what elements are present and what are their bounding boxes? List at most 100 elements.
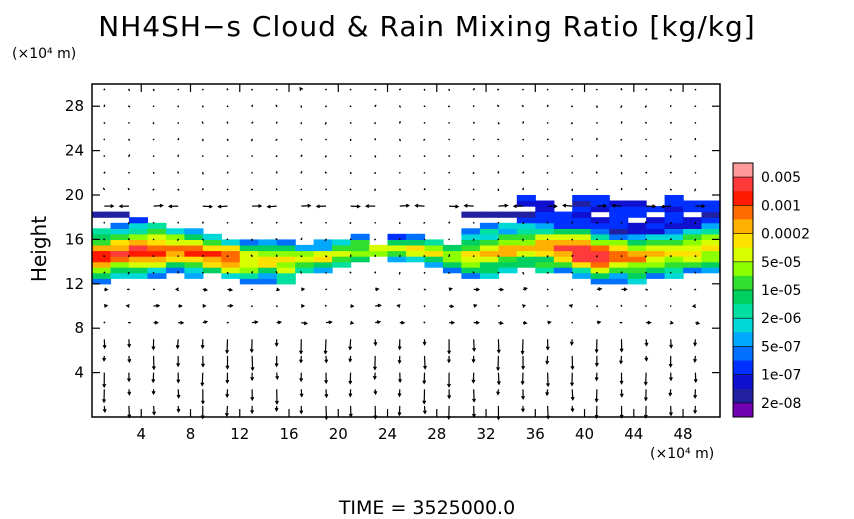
wind-arrow (399, 188, 402, 191)
wind-arrow (669, 171, 672, 174)
wind-arrow-dot (103, 271, 106, 274)
wind-arrow-dot (423, 255, 426, 257)
wind-arrow-shaft (563, 204, 573, 207)
wind-arrow-dot (497, 305, 500, 307)
wind-arrow (177, 105, 179, 108)
wind-arrow (669, 238, 673, 241)
field-cell (535, 228, 555, 235)
wind-arrow-dot (423, 271, 426, 274)
field-cell (184, 267, 204, 274)
wind-arrow (176, 372, 181, 384)
wind-arrow-head (324, 379, 329, 385)
wind-arrow (497, 122, 500, 125)
wind-arrow-dot (645, 155, 647, 157)
wind-arrow (522, 271, 525, 275)
wind-arrow-dot (571, 155, 573, 157)
wind-arrow-shaft (670, 339, 672, 348)
wind-arrow (226, 255, 229, 257)
wind-arrow-dot (472, 238, 475, 241)
wind-arrow-head (152, 411, 156, 416)
wind-arrow-dot (202, 105, 204, 107)
wind-arrow (128, 122, 130, 124)
field-cell (258, 278, 278, 285)
wind-arrow (520, 339, 525, 355)
wind-arrow-head (693, 409, 698, 415)
wind-arrow (694, 188, 697, 192)
wind-arrow-dot (103, 255, 106, 257)
wind-arrow-dot (103, 105, 106, 107)
field-cell (683, 222, 703, 229)
wind-arrow-dot (448, 122, 450, 124)
wind-arrow-dot (275, 188, 278, 191)
wind-arrow (374, 122, 377, 125)
wind-arrow (250, 372, 255, 382)
y-tick-label: 20 (65, 186, 84, 204)
wind-arrow (299, 86, 304, 91)
wind-arrow (694, 105, 697, 107)
wind-arrow (448, 221, 451, 224)
y-tick-label: 28 (65, 97, 84, 115)
field-cell (128, 256, 148, 263)
wind-arrow-dot (128, 188, 130, 191)
field-cell (664, 228, 684, 235)
field-cell (128, 267, 148, 274)
colorbar-swatch (733, 261, 753, 277)
wind-arrow-head (377, 303, 382, 308)
wind-arrow-head (422, 380, 427, 385)
wind-arrow-dot (399, 105, 401, 107)
wind-arrow (275, 171, 278, 174)
wind-arrow-head (619, 380, 624, 385)
wind-arrow (595, 171, 598, 174)
wind-arrow-head (200, 344, 205, 350)
wind-arrow (449, 320, 456, 325)
wind-arrow (225, 372, 230, 384)
wind-arrow (521, 355, 526, 371)
wind-arrow-dot (694, 238, 697, 241)
wind-arrow-head (447, 350, 452, 355)
field-cell (128, 217, 148, 224)
wind-arrow-head (644, 357, 649, 362)
wind-arrow-shaft (226, 339, 229, 353)
field-cell (221, 261, 241, 268)
wind-arrow (275, 254, 278, 257)
wind-arrow-head (372, 366, 377, 371)
wind-arrow-head (254, 320, 259, 325)
field-cell (295, 250, 315, 257)
field-cell (553, 261, 573, 268)
field-cell (701, 200, 721, 207)
wind-arrow (102, 405, 107, 414)
wind-arrow (349, 88, 352, 91)
colorbar-label: 0.001 (761, 198, 801, 214)
field-cell (165, 256, 185, 263)
wind-arrow (694, 172, 697, 174)
colorbar-label: 2e-06 (761, 311, 801, 327)
wind-arrow-head (496, 349, 501, 354)
wind-arrow-head (167, 204, 173, 209)
colorbar-label: 1e-07 (761, 368, 801, 384)
field-cell (683, 256, 703, 263)
wind-arrow-dot (103, 321, 106, 324)
field-cell (627, 261, 647, 268)
wind-arrow-head (102, 408, 107, 414)
field-cell (498, 233, 518, 240)
wind-arrow-head (125, 304, 130, 308)
wind-arrow (125, 304, 130, 308)
wind-arrow-dot (325, 188, 327, 191)
wind-arrow-head (523, 287, 528, 291)
field-cell (184, 233, 204, 240)
wind-arrow (375, 287, 380, 292)
wind-arrow (226, 171, 229, 174)
colorbar-label: 2e-08 (761, 396, 801, 412)
wind-arrow-dot (694, 88, 697, 91)
wind-arrow (596, 105, 598, 109)
field-cell (535, 206, 555, 213)
wind-arrow (596, 154, 598, 157)
wind-arrow (299, 221, 303, 224)
wind-arrow (694, 271, 697, 274)
wind-arrow (571, 138, 573, 141)
field-cell (498, 261, 518, 268)
wind-arrow-dot (596, 105, 598, 107)
field-cell (479, 233, 499, 240)
wind-arrow (399, 155, 401, 157)
field-cell (461, 244, 481, 252)
